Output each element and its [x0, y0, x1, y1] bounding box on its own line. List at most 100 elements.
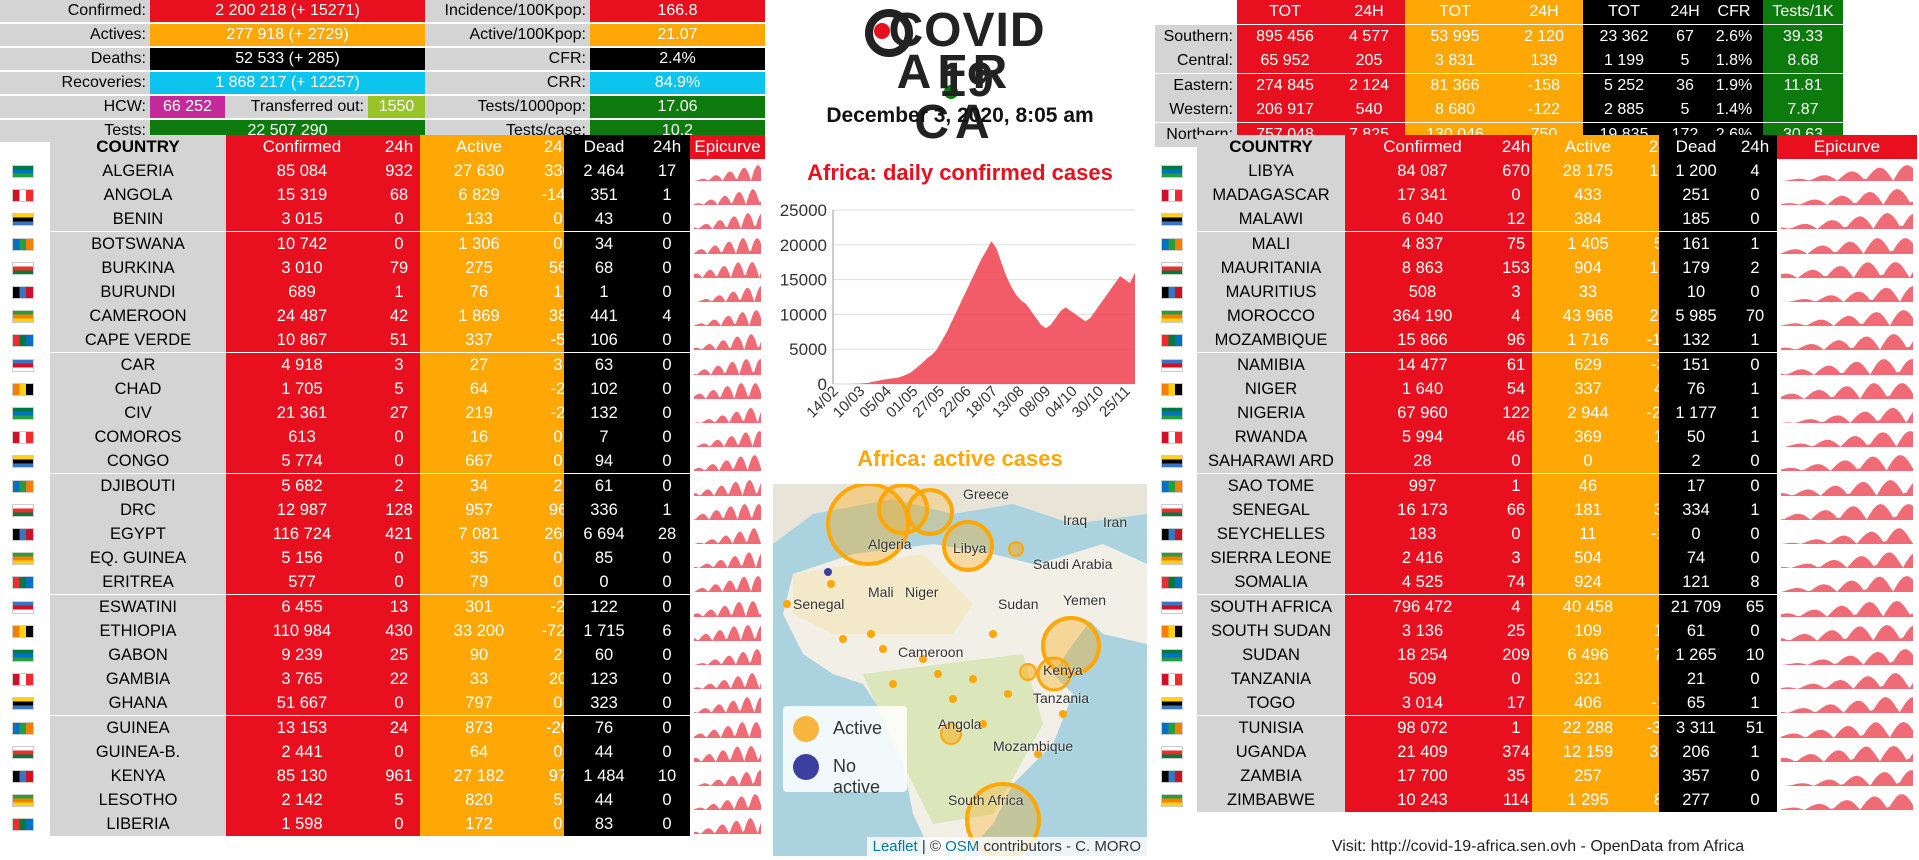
table-row[interactable]: BOTSWANA 10 742 0 1 306 0 34 0 — [0, 231, 770, 256]
country-value: 613 — [226, 425, 378, 450]
country-value: 153 — [1500, 255, 1532, 280]
table-row[interactable]: ETHIOPIA 110 984 430 33 200 -726 1 715 6 — [0, 618, 770, 643]
table-row[interactable]: GUINEA 13 153 24 873 -26 76 0 — [0, 715, 770, 740]
table-row[interactable]: CONGO 5 774 0 667 0 94 0 — [0, 449, 770, 474]
table-row[interactable]: ESWATINI 6 455 13 301 -2 122 0 — [0, 594, 770, 619]
table-row[interactable]: EQ. GUINEA 5 156 0 35 0 85 0 — [0, 546, 770, 571]
epicurve-sparkline — [694, 745, 761, 762]
country-name: EGYPT — [50, 522, 226, 546]
table-row[interactable]: CHAD 1 705 5 64 -2 102 0 — [0, 376, 770, 401]
country-flag-icon — [12, 407, 34, 420]
country-value: 12 159 — [1532, 739, 1644, 764]
country-name: BOTSWANA — [50, 231, 226, 256]
country-value: 820 — [420, 788, 538, 813]
region-value: -158 — [1505, 73, 1583, 98]
table-row[interactable]: COMOROS 613 0 16 0 7 0 — [0, 425, 770, 450]
table-row[interactable]: CAPE VERDE 10 867 51 337 -5 106 0 — [0, 328, 770, 353]
table-row[interactable]: DJIBOUTI 5 682 2 34 2 61 0 — [0, 473, 770, 498]
epicurve-sparkline — [694, 552, 761, 569]
map-label: Angola — [938, 716, 982, 732]
table-row[interactable]: GHANA 51 667 0 797 0 323 0 — [0, 691, 770, 716]
osm-link[interactable]: OSM — [945, 838, 980, 855]
table-header-cell: 24h — [378, 135, 420, 159]
epicurve-sparkline — [1781, 697, 1913, 714]
active-cases-map[interactable]: Greece Iraq Iran Algeria Libya Saudi Arabia Se… — [773, 484, 1147, 856]
table-row[interactable]: ANGOLA 15 319 68 6 829 -140 351 1 — [0, 183, 770, 208]
table-row[interactable]: SAO TOME9971461170 — [1157, 473, 1919, 498]
map-label: South Africa — [948, 792, 1024, 808]
table-row[interactable]: CIV 21 361 27 219 -2 132 0 — [0, 401, 770, 425]
table-row[interactable]: GAMBIA 3 765 22 33 20 123 0 — [0, 667, 770, 692]
region-value: 81 366 — [1405, 73, 1505, 98]
region-value: 67 — [1665, 24, 1705, 49]
region-value: -122 — [1505, 98, 1583, 122]
table-row[interactable]: SAHARAWI ARD2800020 — [1157, 449, 1919, 474]
country-name: CAMEROON — [50, 304, 226, 329]
country-flag-icon — [1161, 334, 1183, 348]
country-value: 0 — [378, 449, 420, 474]
region-value: 1.9% — [1705, 73, 1763, 98]
table-row[interactable]: ERITREA 577 0 79 0 0 0 — [0, 570, 770, 595]
table-row[interactable]: LIBERIA 1 598 0 172 0 83 0 — [0, 812, 770, 837]
country-value: 0 — [644, 401, 690, 425]
country-value: 4 — [1733, 159, 1777, 183]
table-row[interactable]: CAR 4 918 3 27 3 63 0 — [0, 352, 770, 377]
country-value: 79 — [378, 255, 420, 280]
country-name: TUNISIA — [1197, 715, 1345, 740]
country-value: 8 — [1733, 570, 1777, 595]
country-value: 0 — [644, 643, 690, 667]
table-row[interactable]: LESOTHO 2 142 5 820 5 44 0 — [0, 788, 770, 813]
country-value: 2 — [1659, 449, 1733, 474]
country-value: 508 — [1345, 280, 1500, 304]
table-row[interactable]: KENYA 85 130 961 27 182 97 1 484 10 — [0, 764, 770, 788]
table-row[interactable]: TANZANIA50903210210 — [1157, 667, 1919, 692]
country-value: 76 — [1659, 376, 1733, 401]
table-row[interactable]: GABON 9 239 25 90 2 60 0 — [0, 643, 770, 667]
table-row[interactable]: GUINEA-B. 2 441 0 64 0 44 0 — [0, 739, 770, 764]
epicurve-sparkline — [694, 697, 761, 714]
table-row[interactable]: BURKINA 3 010 79 275 56 68 0 — [0, 255, 770, 280]
country-flag-icon — [1161, 745, 1183, 759]
country-value: 85 — [564, 546, 644, 571]
table-row[interactable]: DRC 12 987 128 957 96 336 1 — [0, 497, 770, 522]
table-row[interactable]: EGYPT 116 724 421 7 081 260 6 694 28 — [0, 522, 770, 546]
country-value: 0 — [1733, 183, 1777, 208]
table-row[interactable]: ALGERIA 85 084 932 27 630 330 2 464 17 — [0, 159, 770, 183]
table-row[interactable]: BENIN 3 015 0 133 0 43 0 — [0, 207, 770, 232]
table-row[interactable]: BURUNDI 689 1 76 1 1 0 — [0, 280, 770, 304]
summary-value: 17.06 — [590, 96, 765, 118]
country-value: 796 472 — [1345, 594, 1500, 619]
table-row[interactable]: MAURITIUS5083331100 — [1157, 280, 1919, 304]
table-row[interactable]: CAMEROON 24 487 42 1 869 38 441 4 — [0, 304, 770, 329]
country-value: 219 — [420, 401, 538, 425]
footer-link[interactable]: Visit: http://covid-19-africa.sen.ovh - … — [1331, 838, 1745, 855]
leaflet-link[interactable]: Leaflet — [872, 838, 918, 855]
country-value: 667 — [420, 449, 538, 474]
country-flag-icon — [12, 818, 34, 832]
country-flag-icon — [12, 576, 34, 590]
country-flag-icon — [1161, 310, 1183, 324]
